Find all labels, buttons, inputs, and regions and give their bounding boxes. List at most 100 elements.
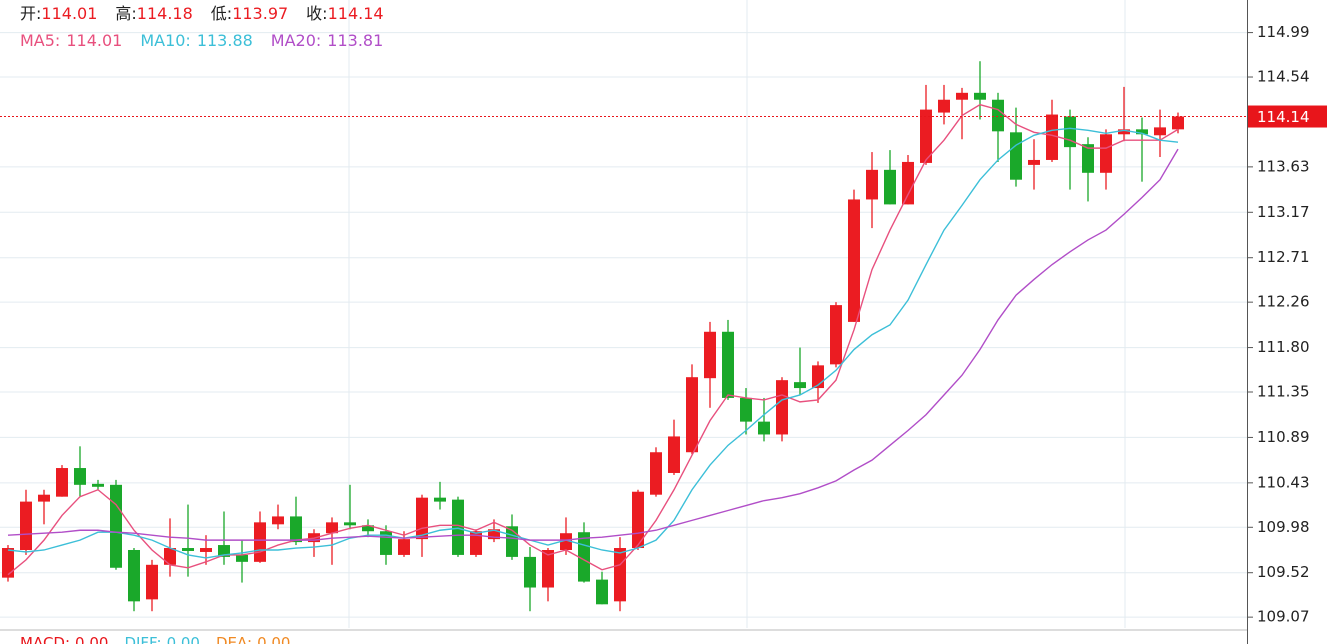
candle-body xyxy=(542,549,554,588)
candle-body xyxy=(128,549,140,602)
candle-body xyxy=(1100,134,1112,173)
candle-body xyxy=(344,522,356,526)
candle-body xyxy=(1082,144,1094,173)
y-tick-label: 113.63 xyxy=(1257,157,1310,175)
y-tick-label: 109.98 xyxy=(1257,518,1310,536)
indicator-label: MACD: xyxy=(20,634,71,644)
candle-body xyxy=(938,99,950,113)
candle-body xyxy=(794,382,806,389)
candle-body xyxy=(596,579,608,605)
candle-body xyxy=(560,533,572,550)
y-tick-label: 112.26 xyxy=(1257,293,1310,311)
candle-body xyxy=(398,539,410,555)
candle-body xyxy=(920,109,932,163)
ohlc-info: 开:114.01 高:114.18 低:113.97 收:114.14 xyxy=(20,4,402,24)
candle-body xyxy=(704,331,716,379)
candle-body xyxy=(200,548,212,552)
info-label: 收: xyxy=(306,4,328,23)
candle-body xyxy=(2,548,14,578)
y-tick-label: 110.89 xyxy=(1257,428,1310,446)
indicator-value: 0.00 xyxy=(257,634,291,644)
candle-body xyxy=(326,522,338,534)
last-price-box xyxy=(1248,105,1327,128)
indicator-value: 0.00 xyxy=(166,634,200,644)
candle-body xyxy=(866,169,878,200)
candle-body xyxy=(218,545,230,557)
legend-name: MA5: xyxy=(20,31,61,50)
info-label: 开: xyxy=(20,4,42,23)
legend-name: MA20: xyxy=(270,31,322,50)
legend-value: 113.88 xyxy=(196,31,253,50)
candle-body xyxy=(452,499,464,555)
y-tick-label: 109.07 xyxy=(1257,608,1310,626)
candle-body xyxy=(272,516,284,525)
candle-body xyxy=(1154,127,1166,136)
candle-body xyxy=(164,548,176,565)
candle-body xyxy=(650,452,662,495)
candle-body xyxy=(38,494,50,502)
indicator-value: 0.00 xyxy=(75,634,109,644)
y-tick-label: 112.71 xyxy=(1257,248,1310,266)
last-price-label: 114.14 xyxy=(1257,108,1310,126)
candle-body xyxy=(236,554,248,562)
indicator-label: DEA: xyxy=(215,634,253,644)
candle-body xyxy=(740,397,752,422)
candle-body xyxy=(1136,129,1148,135)
candle-body xyxy=(146,564,158,600)
candle-body xyxy=(1028,159,1040,165)
candle-body xyxy=(614,548,626,602)
candle-body xyxy=(830,305,842,365)
info-value: 113.97 xyxy=(232,4,289,23)
candle-body xyxy=(992,99,1004,132)
y-tick-label: 114.54 xyxy=(1257,68,1310,86)
candle-body xyxy=(758,421,770,435)
candle-body xyxy=(182,548,194,551)
candle-body xyxy=(1172,116,1184,130)
candle-body xyxy=(20,501,32,550)
info-label: 高: xyxy=(115,4,137,23)
candle-body xyxy=(956,92,968,100)
candle-body xyxy=(668,436,680,473)
indicator-label: DIFF: xyxy=(124,634,162,644)
candle-body xyxy=(974,92,986,100)
info-value: 114.01 xyxy=(41,4,98,23)
ma-line xyxy=(7,148,1179,541)
y-tick-label: 109.52 xyxy=(1257,563,1310,581)
candle-body xyxy=(722,331,734,398)
candle-body xyxy=(488,529,500,540)
info-value: 114.14 xyxy=(327,4,384,23)
legend-value: 114.01 xyxy=(66,31,123,50)
info-value: 114.18 xyxy=(136,4,193,23)
candle-body xyxy=(686,377,698,453)
candle-body xyxy=(524,556,536,588)
ma-line xyxy=(7,127,1179,559)
candle-body xyxy=(902,161,914,205)
y-tick-label: 111.35 xyxy=(1257,383,1310,401)
candle-body xyxy=(254,522,266,562)
y-tick-label: 110.43 xyxy=(1257,473,1310,491)
candle-body xyxy=(1010,132,1022,180)
info-label: 低: xyxy=(210,4,233,23)
candle-body xyxy=(290,516,302,543)
y-tick-label: 111.80 xyxy=(1257,338,1310,356)
legend-name: MA10: xyxy=(140,31,191,50)
y-tick-label: 114.99 xyxy=(1257,23,1310,41)
candle-body xyxy=(776,380,788,435)
candle-body xyxy=(848,199,860,322)
legend-value: 113.81 xyxy=(327,31,384,50)
ma-legend: MA5: 114.01 MA10: 113.88 MA20: 113.81 xyxy=(20,31,401,51)
candle-body xyxy=(1118,129,1130,135)
candle-body xyxy=(110,484,122,568)
candle-body xyxy=(92,483,104,487)
candle-body xyxy=(56,468,68,497)
candle-body xyxy=(362,525,374,532)
candle-body xyxy=(470,531,482,555)
candle-body xyxy=(1046,114,1058,160)
ma-line xyxy=(7,103,1179,576)
indicator-legend: MACD: 0.00 DIFF: 0.00 DEA: 0.00 xyxy=(20,633,306,644)
candle-body xyxy=(74,468,86,485)
candle-body xyxy=(416,497,428,540)
candle-body xyxy=(884,169,896,205)
